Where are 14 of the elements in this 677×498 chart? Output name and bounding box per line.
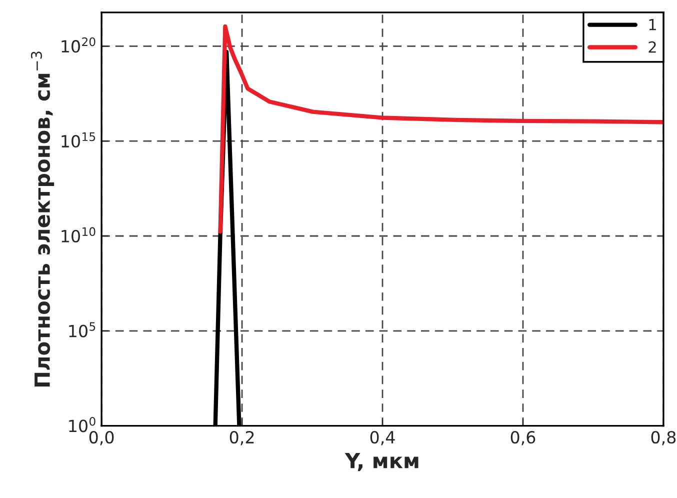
x-tick-label: 0,4 (370, 430, 395, 446)
legend-label: 2 (648, 41, 656, 53)
y-tick-label: 10$^{5}$ (69, 322, 96, 338)
y-tick-label: 10$^{0}$ (69, 416, 96, 432)
x-tick-label: 0,6 (510, 430, 536, 446)
y-tick-label: 10$^{10}$ (62, 227, 96, 242)
x-tick-label: 0,0 (89, 430, 114, 446)
x-tick-label: 0,2 (230, 430, 254, 446)
x-tick-label: 0,8 (651, 430, 676, 446)
legend-label: 1 (649, 19, 656, 30)
y-tick-label: 10$^{15}$ (62, 132, 96, 148)
x-axis-title: Y, мкм (344, 452, 418, 472)
y-tick-label: 10$^{20}$ (62, 37, 96, 53)
y-axis-title: Плотность электронов, см$^{−3}$ (30, 52, 54, 386)
